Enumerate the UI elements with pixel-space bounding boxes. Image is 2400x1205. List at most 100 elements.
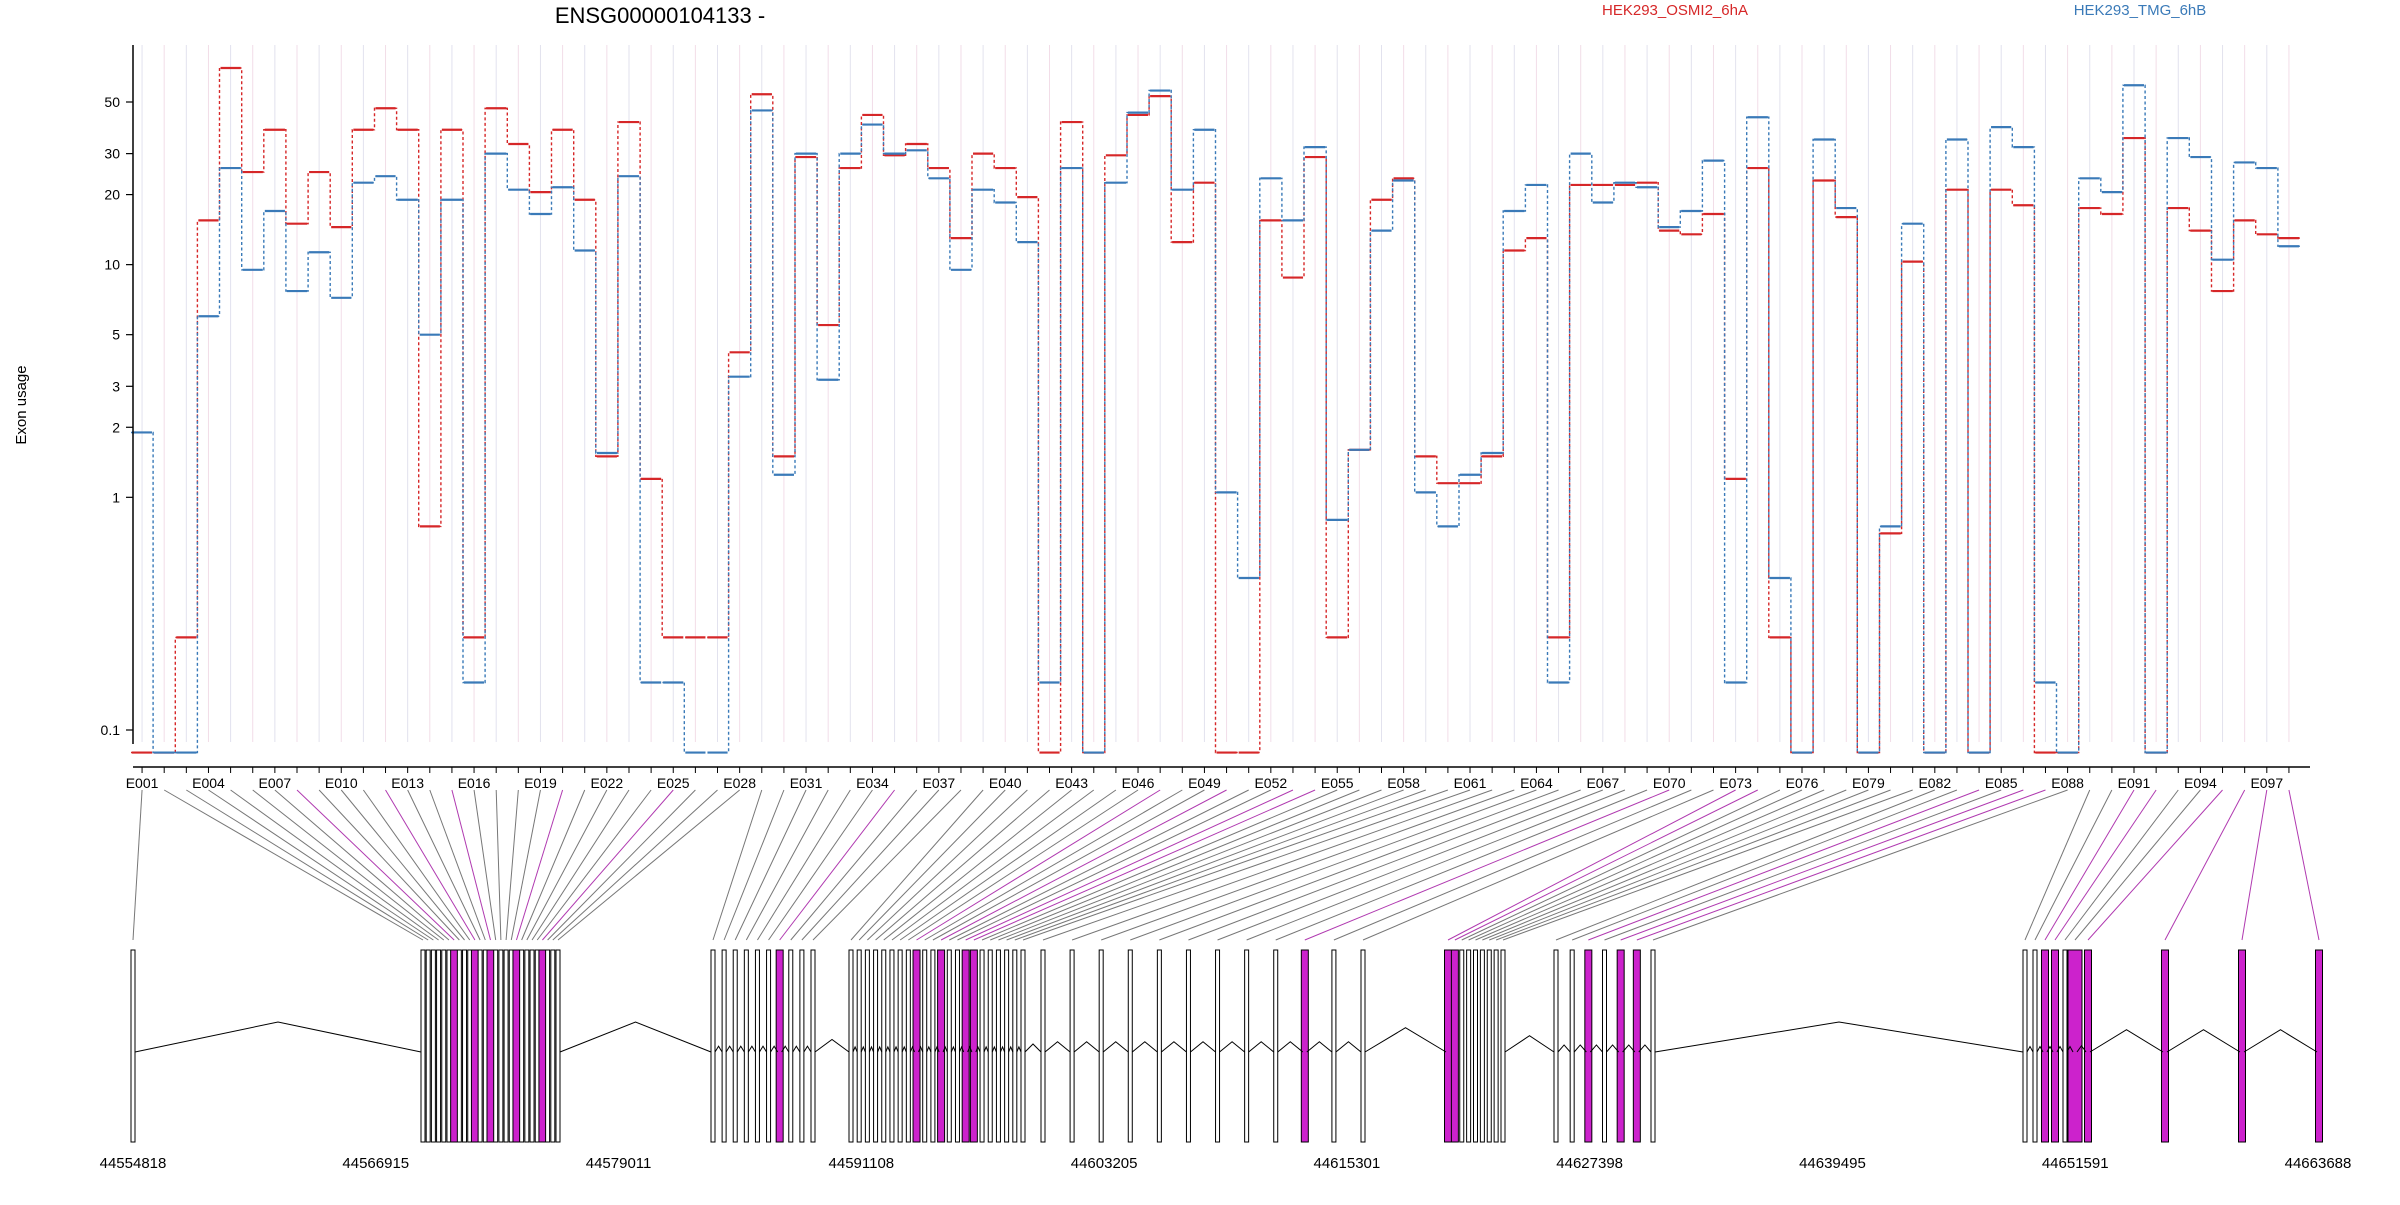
series-tmg-line: [131, 84, 2300, 754]
intron-line: [2066, 1045, 2074, 1053]
exon-highlighted: [775, 949, 784, 1143]
exon: [1493, 949, 1499, 1143]
connector-line: [1475, 789, 1825, 941]
connector-line: [186, 789, 429, 941]
intron-line: [1606, 1044, 1620, 1053]
x-ticks: E001 E004 E007 E010 E013 E016 E019 E022 E025 E028…: [126, 767, 2290, 791]
x-tick-label: E079: [1852, 775, 1885, 791]
connector-line: [1042, 789, 1471, 941]
x-tick-label: E007: [259, 775, 292, 791]
intron-line: [860, 1045, 866, 1053]
exon: [930, 949, 936, 1143]
exon: [493, 949, 499, 1143]
exon: [1479, 949, 1485, 1143]
exon-highlighted: [937, 949, 946, 1143]
intron-line: [747, 1045, 756, 1053]
exon: [2022, 949, 2028, 1143]
exon: [856, 949, 862, 1143]
connector-line: [790, 789, 918, 941]
intron-line: [1102, 1041, 1129, 1053]
intron-line: [1306, 1041, 1333, 1053]
connector-line: [875, 789, 1050, 941]
exon: [710, 949, 716, 1143]
intron-line: [959, 1045, 965, 1053]
y-tick-label: 2: [112, 419, 120, 435]
connector-line: [932, 789, 1205, 941]
exon: [503, 949, 509, 1143]
connector-line: [1482, 789, 1847, 941]
connector-line: [531, 789, 630, 941]
exon-highlighted: [961, 949, 970, 1143]
connector-line: [858, 789, 1006, 941]
intron-line: [2036, 1045, 2044, 1053]
y-ticks: 0.1 1 2 3 5 10 20 30 50: [101, 94, 133, 738]
connector-line: [981, 789, 1338, 941]
x-tick-label: E052: [1254, 775, 1287, 791]
connector-line: [547, 789, 696, 941]
y-tick-label: 50: [104, 94, 120, 110]
exon: [1273, 949, 1279, 1143]
intron-line: [868, 1045, 875, 1053]
connector-line: [940, 789, 1227, 941]
x-tick-label: E055: [1321, 775, 1354, 791]
intron-line: [1654, 1021, 2024, 1053]
connector-line: [1022, 789, 1449, 941]
coordinate-label: 44615301: [1314, 1155, 1381, 1172]
intron-line: [926, 1045, 932, 1053]
x-tick-label: E094: [2184, 775, 2217, 791]
connector-line: [2064, 789, 2179, 941]
exon-highlighted: [470, 949, 479, 1143]
connector-line: [1604, 789, 2002, 941]
x-tick-label: E067: [1586, 775, 1619, 791]
exon-highlighted: [2161, 949, 2169, 1143]
connector-line: [973, 789, 1316, 941]
intron-line: [2166, 1029, 2241, 1053]
exon: [1040, 949, 1046, 1143]
x-tick-label: E088: [2051, 775, 2084, 791]
x-tick-label: E058: [1387, 775, 1420, 791]
intron-line: [877, 1045, 883, 1053]
exon: [1004, 949, 1010, 1143]
connector-line: [891, 789, 1095, 941]
exon: [1473, 949, 1478, 1143]
exon: [873, 949, 879, 1143]
exon: [848, 949, 854, 1143]
y-tick-label: 30: [104, 146, 120, 162]
coordinate-label: 44566915: [342, 1155, 409, 1172]
x-tick-label: E016: [458, 775, 491, 791]
connector-line: [552, 789, 718, 941]
connector-line: [495, 789, 502, 941]
connector-line: [510, 789, 541, 941]
coordinate-label: 44579011: [586, 1155, 652, 1172]
connector-line: [1461, 789, 1781, 941]
exon: [721, 949, 727, 1143]
connector-line: [340, 789, 465, 941]
intron-line: [714, 1045, 723, 1053]
exon: [1098, 949, 1104, 1143]
exon-highlighted: [1584, 949, 1593, 1143]
exon-highlighted: [1616, 949, 1625, 1143]
intron-line: [909, 1045, 915, 1053]
intron-line: [814, 1038, 850, 1053]
legend-label-osmi2: HEK293_OSMI2_6hA: [1602, 2, 1748, 19]
exon: [799, 949, 805, 1143]
x-tick-label: E046: [1122, 775, 1155, 791]
connector-line: [990, 789, 1360, 941]
connector-line: [163, 789, 424, 941]
exon: [1331, 949, 1337, 1143]
exon: [979, 949, 985, 1143]
x-tick-label: E076: [1786, 775, 1819, 791]
gene-model: [130, 949, 2323, 1143]
connector-line: [2024, 789, 2091, 941]
intron-line: [736, 1045, 745, 1053]
connector-line: [385, 789, 476, 941]
connector-line: [2241, 789, 2268, 941]
x-tick-label: E070: [1653, 775, 1686, 791]
intron-line: [1044, 1041, 1071, 1053]
y-tick-label: 1: [112, 489, 120, 505]
x-tick-label: E004: [192, 775, 225, 791]
exon: [954, 949, 960, 1143]
intron-line: [1622, 1044, 1636, 1053]
connector-line: [2074, 789, 2201, 941]
